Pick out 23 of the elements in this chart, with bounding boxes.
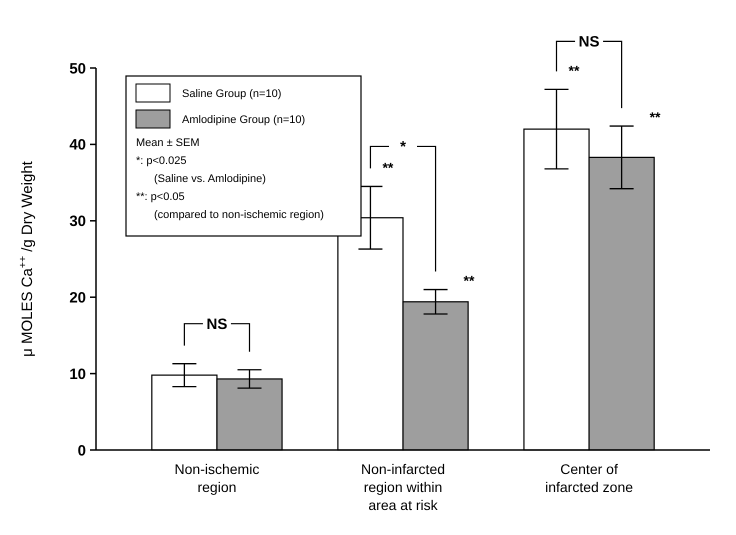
x-tick-label: Non-ischemic region	[174, 461, 260, 495]
x-tick-label: Center of infarcted zone	[545, 461, 634, 495]
y-tick-label: 30	[69, 213, 86, 230]
legend-label: Amlodipine Group (n=10)	[182, 114, 306, 126]
annotation: NS	[206, 316, 228, 333]
annotation: (Saline vs. Amlodipine)	[154, 173, 266, 185]
annotation: **	[464, 272, 476, 289]
x-tick-label: Non-infarcted region within area at risk	[360, 461, 446, 513]
y-tick-label: 40	[69, 136, 86, 154]
annotation: **: p<0.05	[136, 191, 185, 203]
y-tick-label: 0	[78, 442, 86, 460]
annotation: Mean ± SEM	[136, 137, 200, 149]
annotation: **	[382, 159, 394, 176]
annotation: *: p<0.025	[136, 155, 186, 167]
y-tick-label: 20	[69, 289, 86, 306]
annotation: (compared to non-ischemic region)	[154, 209, 324, 221]
text: NS	[578, 34, 600, 51]
y-tick-label: 50	[69, 60, 86, 78]
annotation: *	[400, 138, 406, 156]
annotation: **	[650, 109, 662, 126]
y-tick-label: 10	[69, 366, 86, 383]
annotation: **	[568, 62, 580, 78]
legend-label: Saline Group (n=10)	[182, 88, 282, 100]
